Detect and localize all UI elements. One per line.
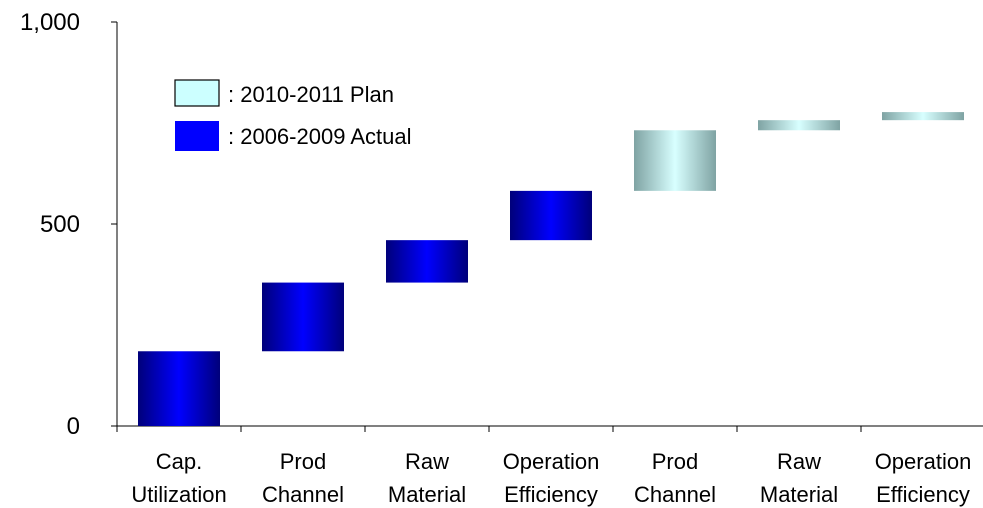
x-tick-label: Efficiency [876, 482, 970, 507]
x-tick-label: Prod [280, 449, 326, 474]
legend-label-actual: : 2006-2009 Actual [228, 124, 411, 149]
bar-actual [510, 190, 592, 241]
x-tick-label: Cap. [156, 449, 202, 474]
y-tick-label: 1,000 [20, 9, 80, 36]
bar-actual [262, 282, 344, 352]
x-tick-label: Raw [405, 449, 449, 474]
legend-swatch-actual [175, 121, 219, 151]
bar-actual [138, 351, 220, 426]
x-tick-label: Channel [634, 482, 716, 507]
bar-plan [758, 120, 840, 131]
legend-label-plan: : 2010-2011 Plan [228, 82, 394, 107]
x-tick-label: Operation [875, 449, 972, 474]
x-tick-label: Efficiency [504, 482, 598, 507]
x-tick-label: Prod [652, 449, 698, 474]
x-tick-label: Material [388, 482, 466, 507]
x-tick-label: Raw [777, 449, 821, 474]
y-tick-label: 0 [67, 413, 80, 440]
bar-plan [634, 130, 716, 191]
legend-swatch-plan [174, 79, 220, 107]
y-axis: 0 500 1,000 [20, 9, 118, 440]
y-tick-label: 500 [40, 211, 80, 238]
x-axis [116, 425, 983, 432]
bars [138, 112, 964, 426]
bar-actual [386, 240, 468, 283]
bar-plan [882, 112, 964, 121]
x-tick-label: Material [760, 482, 838, 507]
x-tick-label: Utilization [131, 482, 226, 507]
x-tick-label: Channel [262, 482, 344, 507]
legend: : 2010-2011 Plan : 2006-2009 Actual [174, 79, 411, 151]
x-tick-label: Operation [503, 449, 600, 474]
category-labels: Cap. Utilization Prod Channel Raw Material Ope… [131, 449, 971, 507]
